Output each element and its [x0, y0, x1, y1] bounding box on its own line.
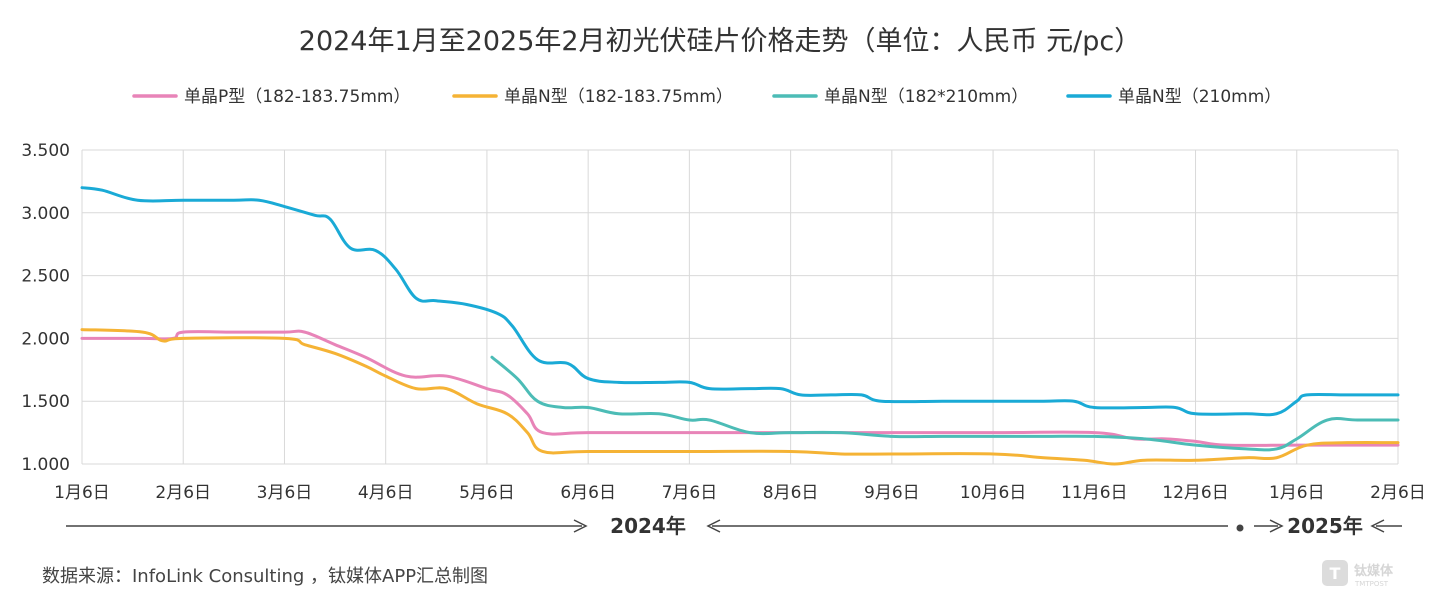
series-lines [80, 186, 1400, 466]
x-tick-label: 1月6日 [1269, 483, 1325, 503]
y-tick-label: 1.000 [21, 455, 70, 475]
watermark-name: 钛媒体 [1353, 563, 1394, 579]
legend-label: 单晶N型（210mm） [1118, 87, 1281, 107]
x-tick-label: 2月6日 [155, 483, 211, 503]
arrow-head-right-icon [573, 519, 588, 533]
x-tick-label: 5月6日 [459, 483, 515, 503]
y-tick-label: 2.000 [21, 329, 70, 349]
year-label-2025: 2025年 [1287, 514, 1363, 538]
chart-title: 2024年1月至2025年2月初光伏硅片价格走势（单位：人民币 元/pc） [299, 26, 1141, 57]
year-annotation: 2024年 2025年 [66, 514, 1402, 538]
watermark-logo-icon [1322, 560, 1348, 586]
legend-label: 单晶N型（182-183.75mm） [504, 87, 733, 107]
x-tick-label: 6月6日 [560, 483, 616, 503]
year-label-2024: 2024年 [610, 514, 686, 538]
watermark-logo: T 钛媒体 TMTPOST [1322, 560, 1394, 588]
x-tick-label: 10月6日 [960, 483, 1026, 503]
legend-label: 单晶N型（182*210mm） [824, 87, 1028, 107]
source-note: 数据来源：InfoLink Consulting ，钛媒体APP汇总制图 [42, 566, 488, 587]
grid [81, 149, 1399, 465]
arrow-head-left-icon [706, 519, 721, 533]
legend: 单晶P型（182-183.75mm） 单晶N型（182-183.75mm） 单晶N型… [132, 87, 1281, 107]
year-divider-dot [1236, 524, 1244, 532]
x-tick-label: 8月6日 [763, 483, 819, 503]
y-tick-label: 3.500 [21, 141, 70, 161]
x-tick-label: 4月6日 [358, 483, 414, 503]
series-line-n-182x210 [490, 355, 1400, 452]
watermark-logo-glyph: T [1330, 564, 1341, 583]
y-axis-ticks: 3.500 3.000 2.500 2.000 1.500 1.000 [21, 141, 70, 475]
x-tick-label: 9月6日 [864, 483, 920, 503]
y-tick-label: 1.500 [21, 392, 70, 412]
x-tick-label: 3月6日 [257, 483, 313, 503]
arrow-head-left-icon [1370, 519, 1385, 533]
watermark-sub: TMTPOST [1354, 580, 1389, 588]
legend-label: 单晶P型（182-183.75mm） [184, 87, 410, 107]
x-tick-label: 2月6日 [1370, 483, 1426, 503]
y-tick-label: 3.000 [21, 204, 70, 224]
x-tick-label: 12月6日 [1162, 483, 1228, 503]
y-tick-label: 2.500 [21, 267, 70, 287]
series-line-n-182 [80, 328, 1400, 466]
x-tick-label: 1月6日 [54, 483, 110, 503]
series-line-n-210 [80, 186, 1400, 417]
arrow-head-right-icon [1269, 519, 1284, 533]
x-tick-label: 7月6日 [662, 483, 718, 503]
series-line-p-182 [80, 329, 1400, 447]
x-tick-label: 11月6日 [1061, 483, 1127, 503]
x-axis-ticks: 1月6日 2月6日 3月6日 4月6日 5月6日 6月6日 7月6日 8月6日 9月6日 10月6… [54, 483, 1426, 503]
